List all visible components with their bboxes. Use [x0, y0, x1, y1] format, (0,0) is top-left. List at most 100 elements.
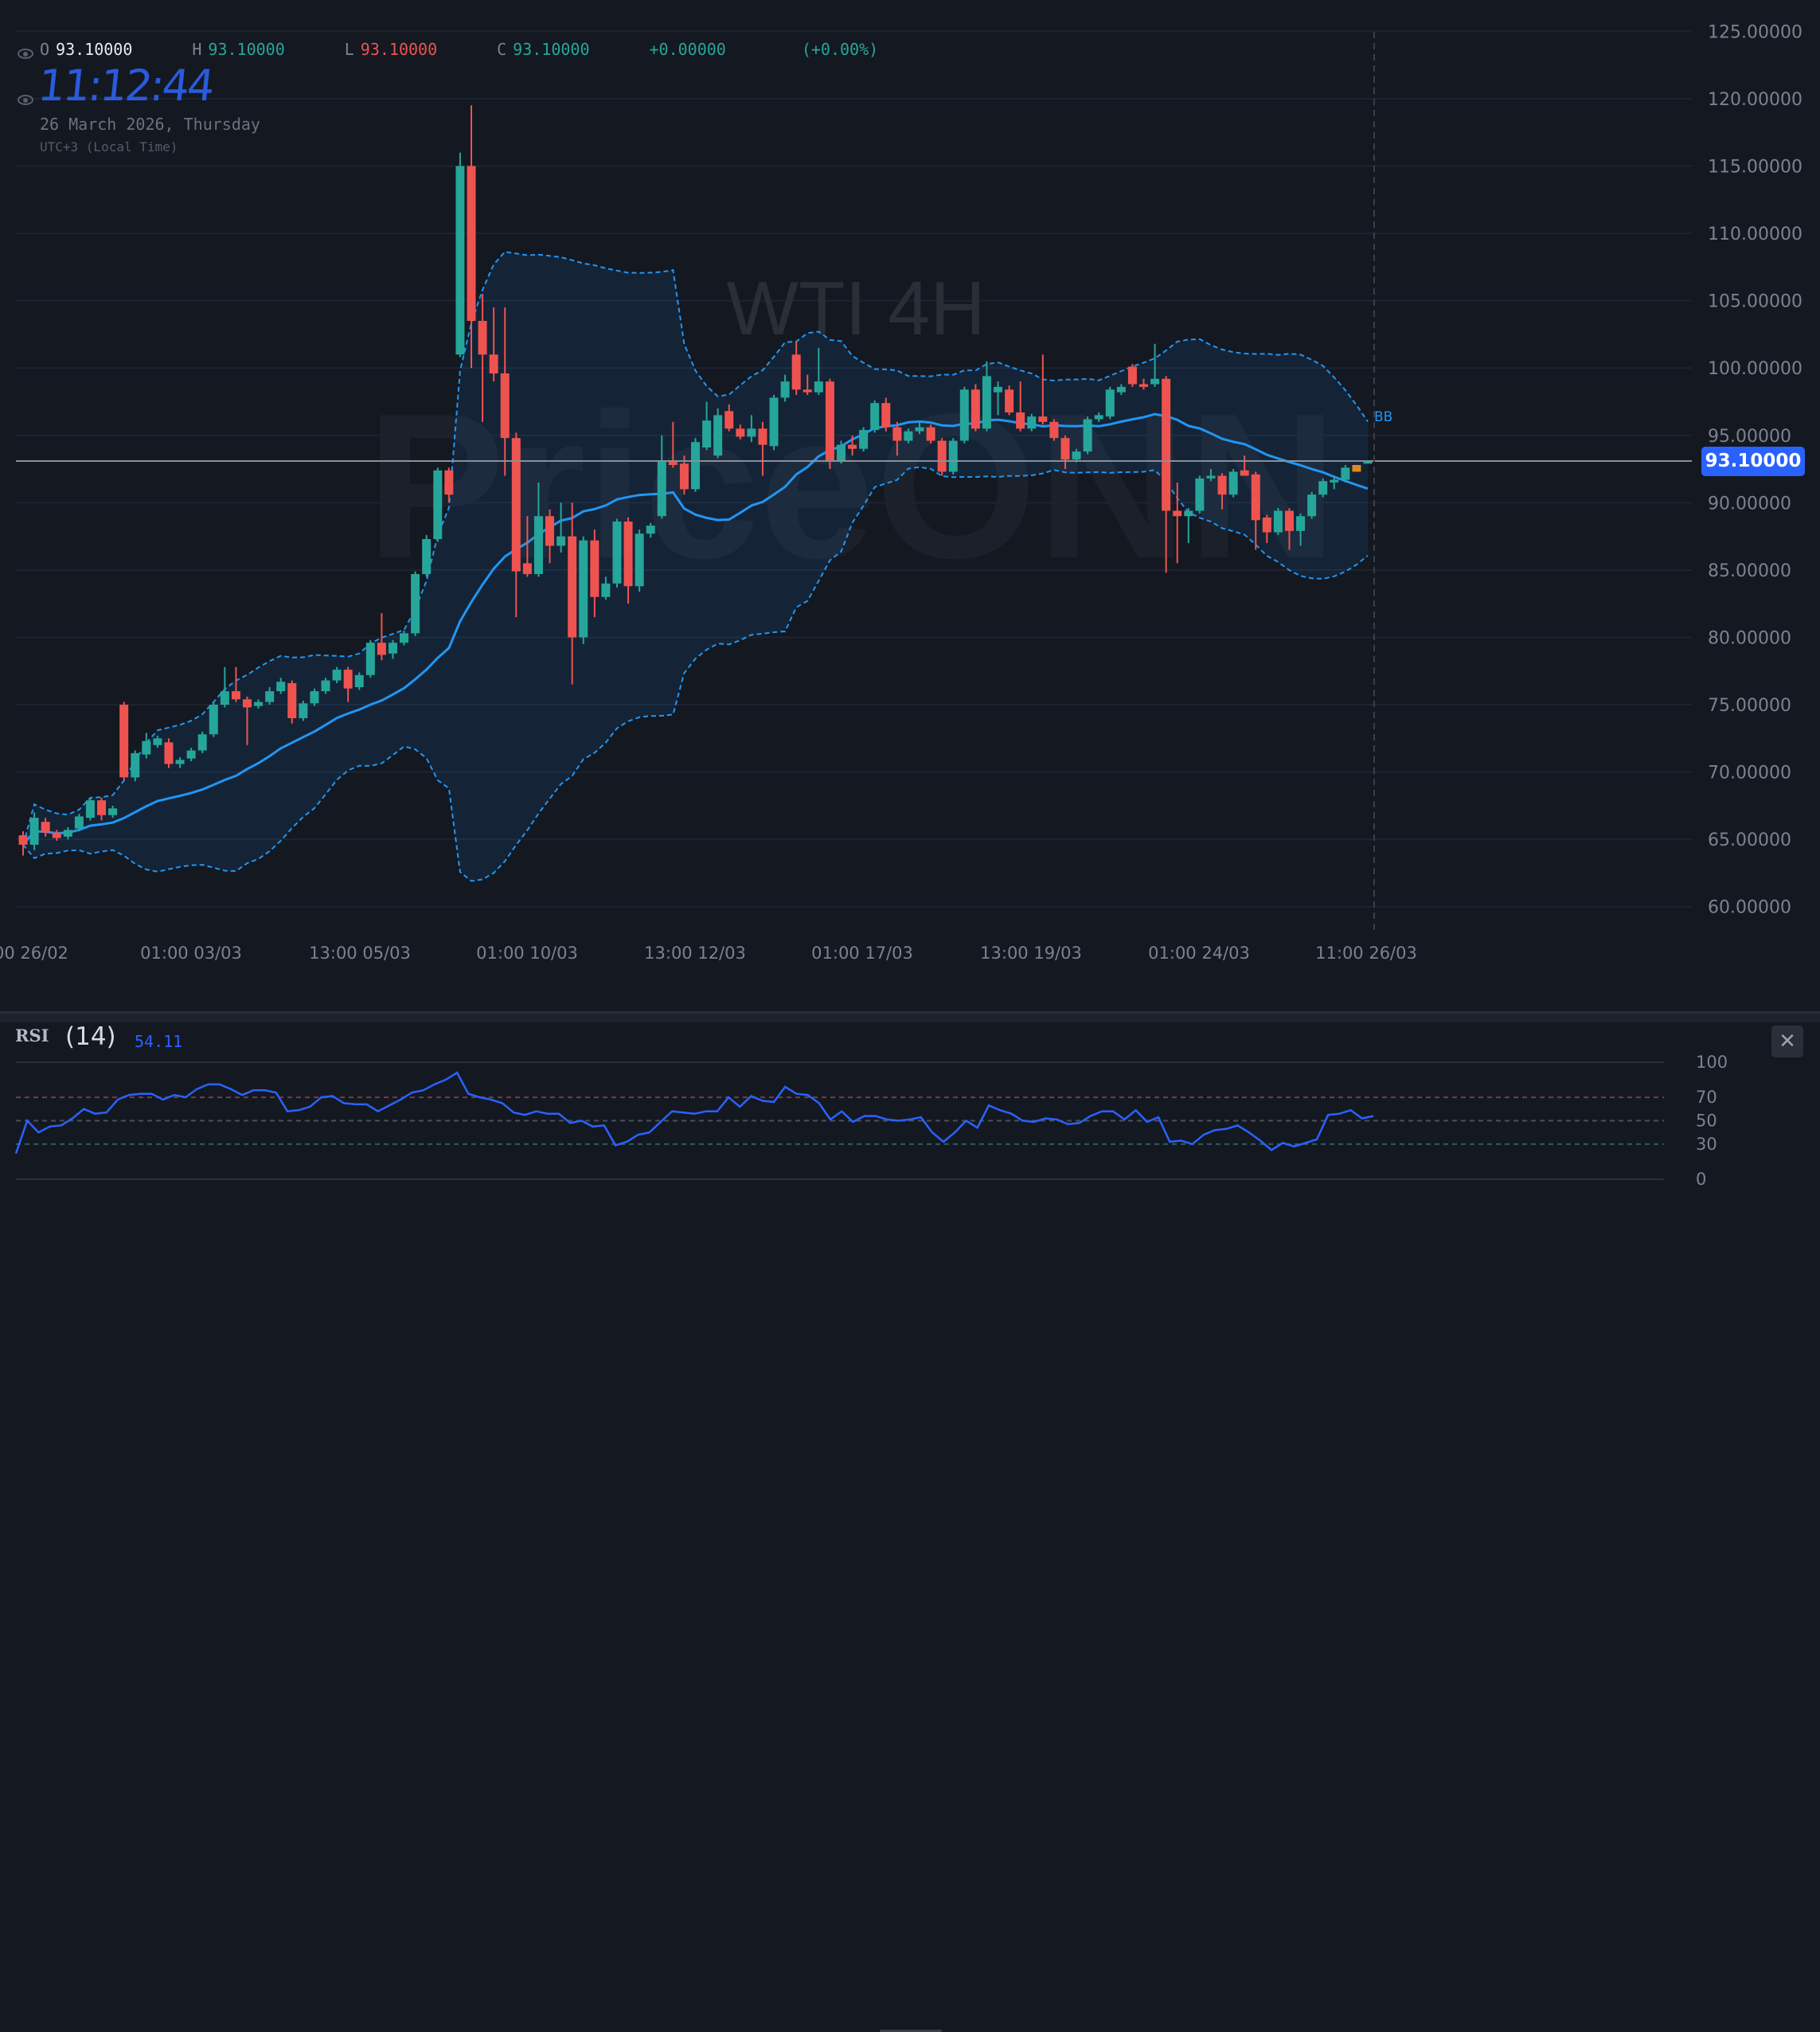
candle: [1139, 378, 1148, 390]
candle: [825, 378, 834, 470]
candle: [948, 438, 958, 475]
candle: [1240, 455, 1249, 476]
candle-body: [1251, 474, 1260, 521]
candle-body: [1150, 378, 1160, 385]
candle-body: [668, 460, 678, 465]
candle: [836, 440, 846, 464]
candle-body: [1318, 481, 1328, 495]
candle-body: [1307, 494, 1317, 517]
candle: [220, 666, 229, 708]
candle: [299, 700, 308, 721]
candle-body: [1105, 389, 1115, 417]
time-tick-label: 13:00 05/03: [309, 944, 411, 963]
candle: [1284, 508, 1294, 550]
candle: [1150, 343, 1160, 387]
price-tick-label: 85.00000: [1708, 561, 1791, 581]
time-tick-label: 01:00 24/03: [1148, 944, 1250, 963]
ohlc-legend: O 93.10000 H 93.10000 L 93.10000 C 93.10000 +0.0…: [40, 40, 878, 59]
bb-fill: [23, 252, 1368, 881]
eye-icon[interactable]: [18, 49, 33, 59]
candle-body: [533, 516, 543, 574]
candle: [365, 639, 375, 678]
price-tick-label: 65.00000: [1708, 830, 1791, 850]
candle-body: [467, 166, 476, 322]
candle: [343, 666, 353, 702]
candle: [433, 467, 443, 542]
candle-body: [321, 680, 330, 692]
candle-body: [1330, 479, 1339, 483]
candle-body: [568, 536, 577, 638]
high-value: 93.10000: [208, 40, 285, 59]
time-tick-label: 00 26/02: [0, 944, 68, 963]
candle: [411, 571, 420, 636]
candle: [803, 374, 812, 396]
candle-body: [1341, 467, 1350, 480]
candle: [1016, 381, 1025, 432]
candle: [209, 701, 218, 737]
rsi-title: RSI: [15, 1026, 49, 1045]
price-tick-label: 105.00000: [1708, 292, 1802, 312]
time-tick-label: 11:00 26/03: [1315, 944, 1417, 963]
candle-body: [1162, 378, 1171, 511]
price-tick-label: 80.00000: [1708, 628, 1791, 648]
candle-body: [175, 760, 185, 764]
candle: [388, 639, 397, 659]
candle: [668, 421, 678, 468]
candle-body: [904, 431, 913, 441]
candle: [557, 502, 566, 553]
candle-body: [994, 386, 1003, 393]
candle: [1195, 475, 1205, 514]
candle-body: [1060, 438, 1070, 460]
candle: [747, 415, 756, 443]
candle: [422, 534, 432, 577]
candle: [859, 427, 869, 452]
candle: [41, 818, 50, 837]
pane-divider[interactable]: [0, 1011, 1820, 2032]
candle-body: [265, 691, 275, 702]
candle-body: [635, 533, 644, 587]
candle: [769, 395, 779, 451]
candle: [231, 666, 240, 702]
candle-body: [557, 536, 566, 546]
price-tick-label: 125.00000: [1708, 22, 1802, 42]
price-tick-label: 115.00000: [1708, 158, 1802, 178]
candle-body: [702, 420, 712, 447]
candle-body: [1038, 416, 1048, 422]
candle-body: [948, 440, 958, 472]
candle: [1341, 464, 1350, 483]
bb-indicator-label[interactable]: BB: [1374, 409, 1393, 425]
candle: [1049, 419, 1059, 441]
close-icon[interactable]: ✕: [1771, 1026, 1803, 1057]
candle: [679, 455, 689, 495]
candle: [511, 432, 521, 618]
candle-body: [197, 734, 207, 751]
price-axis: 125.00000 120.00000 115.00000 110.00000 105.…: [1708, 22, 1802, 917]
candle-body: [85, 800, 95, 819]
price-chart[interactable]: WTI 4H PriceONN 125.00000120.00000115.00…: [0, 0, 1820, 1207]
change-percent: (+0.00%): [801, 40, 879, 59]
candle-body: [545, 516, 555, 546]
candle-body: [220, 691, 229, 705]
candle: [926, 424, 935, 444]
candle: [52, 830, 61, 841]
candle-body: [747, 428, 756, 437]
candle: [702, 401, 712, 451]
candle-body: [1363, 460, 1373, 464]
candle-body: [612, 522, 622, 584]
candle-body: [153, 738, 162, 745]
candle: [758, 421, 767, 476]
candle: [814, 347, 823, 396]
candle: [533, 482, 543, 577]
candle-body: [646, 526, 655, 534]
candle: [1173, 482, 1182, 564]
candle-body: [1296, 516, 1306, 531]
candle: [959, 386, 969, 444]
candle: [971, 384, 980, 432]
eye-icon[interactable]: [18, 95, 33, 105]
candle: [108, 805, 118, 819]
candle: [568, 502, 577, 685]
rsi-tick-label: 50: [1696, 1112, 1717, 1131]
candle-body: [1173, 510, 1182, 517]
candle-body: [1206, 475, 1216, 479]
time-tick-label: 13:00 19/03: [980, 944, 1082, 963]
